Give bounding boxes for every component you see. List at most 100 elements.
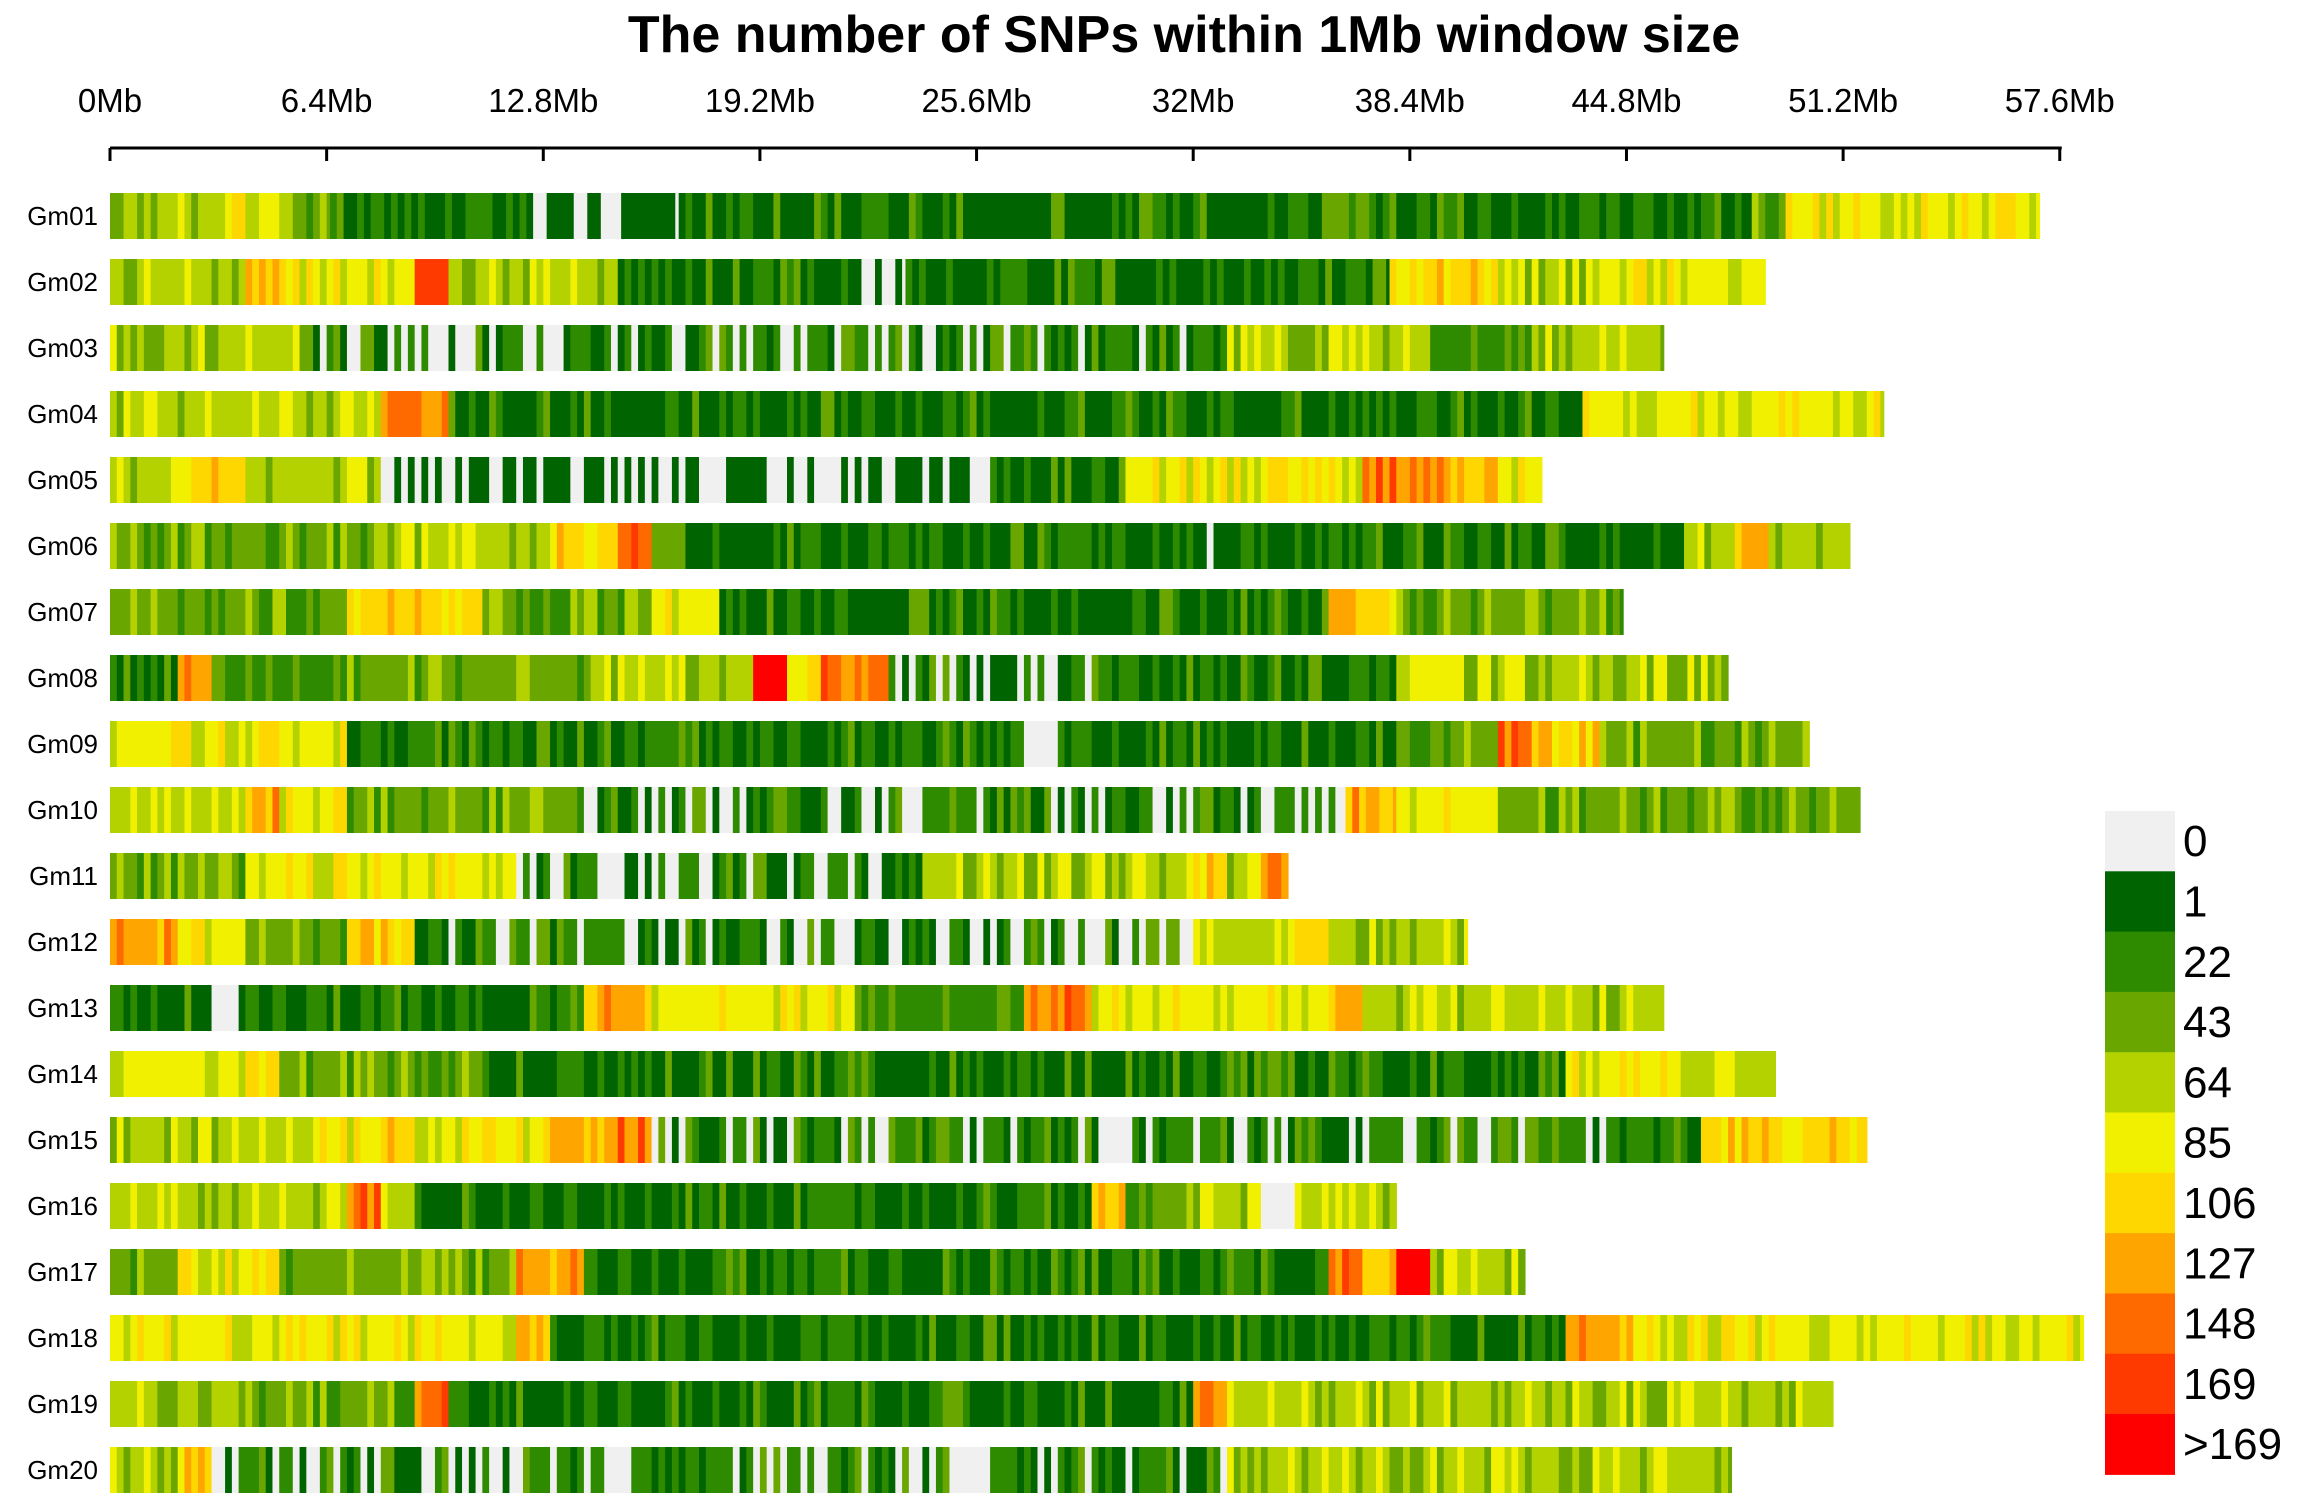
snp-window-cell	[1091, 853, 1100, 899]
snp-window-cell	[421, 1117, 429, 1163]
snp-window-cell	[1003, 919, 1012, 965]
snp-window-cell	[1375, 1447, 1384, 1493]
snp-window-cell	[489, 1447, 497, 1493]
snp-window-cell	[502, 391, 511, 437]
snp-window-cell	[847, 589, 856, 635]
snp-window-cell	[732, 1183, 741, 1229]
snp-window-cell	[787, 589, 795, 635]
snp-window-cell	[590, 589, 599, 635]
snp-window-cell	[671, 1249, 680, 1295]
snp-window-cell	[543, 1249, 551, 1295]
snp-window-cell	[286, 457, 294, 503]
snp-window-cell	[604, 1315, 612, 1361]
snp-window-cell	[1223, 259, 1232, 305]
snp-window-cell	[1281, 1447, 1289, 1493]
snp-window-cell	[726, 193, 734, 239]
snp-window-cell	[313, 655, 321, 701]
snp-window-cell	[1558, 787, 1567, 833]
snp-window-cell	[1064, 523, 1072, 569]
snp-window-cell	[1484, 787, 1492, 833]
snp-window-cell	[665, 1315, 673, 1361]
snp-window-cell	[1159, 853, 1167, 899]
snp-window-cell	[272, 985, 280, 1031]
snp-window-cell	[556, 457, 565, 503]
snp-window-cell	[1558, 1117, 1567, 1163]
snp-window-cell	[387, 1447, 395, 1493]
snp-window-cell	[868, 523, 876, 569]
snp-window-cell	[1023, 655, 1032, 701]
snp-window-cell	[1389, 1183, 1397, 1229]
snp-window-cell	[1328, 589, 1336, 635]
snp-window-cell	[279, 787, 287, 833]
snp-window-cell	[1105, 1381, 1113, 1427]
snp-window-cell	[394, 1315, 402, 1361]
snp-window-cell	[489, 853, 497, 899]
snp-window-cell	[353, 1249, 362, 1295]
snp-window-cell	[1074, 259, 1083, 305]
snp-window-cell	[617, 1249, 626, 1295]
snp-window-cell	[922, 1249, 930, 1295]
snp-window-cell	[407, 787, 416, 833]
snp-window-cell	[340, 1381, 348, 1427]
snp-window-cell	[780, 787, 788, 833]
snp-window-cell	[211, 1249, 219, 1295]
snp-window-cell	[556, 325, 565, 371]
snp-window-cell	[1389, 1315, 1397, 1361]
snp-window-cell	[1795, 1381, 1804, 1427]
snp-window-cell	[1233, 1249, 1242, 1295]
snp-window-cell	[340, 391, 348, 437]
snp-window-cell	[1071, 1315, 1079, 1361]
snp-window-cell	[888, 1447, 896, 1493]
snp-window-cell	[475, 1249, 483, 1295]
snp-window-cell	[1057, 1447, 1066, 1493]
snp-window-cell	[1694, 1315, 1702, 1361]
snp-window-cell	[1294, 1381, 1303, 1427]
snp-window-cell	[1071, 1051, 1079, 1097]
snp-window-cell	[1863, 1117, 1868, 1163]
snp-window-cell	[299, 1249, 307, 1295]
snp-window-cell	[414, 985, 423, 1031]
snp-window-cell	[976, 457, 984, 503]
snp-window-cell	[143, 655, 152, 701]
snp-window-cell	[773, 787, 781, 833]
snp-window-cell	[902, 1117, 910, 1163]
snp-window-cell	[841, 655, 849, 701]
snp-window-cell	[509, 1315, 517, 1361]
snp-window-cell	[1030, 853, 1039, 899]
snp-window-cell	[854, 259, 863, 305]
snp-window-cell	[462, 721, 470, 767]
snp-window-cell	[1839, 193, 1848, 239]
snp-window-cell	[604, 1183, 612, 1229]
snp-window-cell	[1457, 457, 1465, 503]
snp-window-cell	[658, 853, 666, 899]
snp-window-cell	[286, 1051, 294, 1097]
snp-window-cell	[407, 919, 416, 965]
snp-window-cell	[252, 1315, 260, 1361]
snp-window-cell	[387, 853, 395, 899]
snp-window-cell	[570, 1315, 578, 1361]
snp-window-cell	[868, 1051, 876, 1097]
snp-window-cell	[1220, 1447, 1228, 1493]
snp-window-cell	[698, 523, 707, 569]
snp-window-cell	[1105, 325, 1113, 371]
snp-window-cell	[1003, 325, 1012, 371]
snp-window-cell	[759, 259, 768, 305]
snp-window-cell	[1606, 1117, 1614, 1163]
snp-window-cell	[1030, 1249, 1039, 1295]
snp-window-cell	[468, 721, 477, 767]
snp-window-cell	[692, 1315, 700, 1361]
snp-window-cell	[1477, 457, 1485, 503]
snp-window-cell	[996, 457, 1005, 503]
snp-window-cell	[1545, 1051, 1553, 1097]
snp-window-cell	[1450, 1381, 1458, 1427]
snp-window-cell	[1274, 985, 1282, 1031]
snp-window-cell	[225, 589, 233, 635]
snp-window-cell	[116, 523, 125, 569]
snp-window-cell	[1396, 193, 1404, 239]
snp-window-cell	[807, 457, 815, 503]
snp-window-cell	[1443, 721, 1452, 767]
snp-window-cell	[651, 1249, 659, 1295]
snp-window-cell	[1409, 787, 1418, 833]
chart-title: The number of SNPs within 1Mb window siz…	[628, 6, 1740, 64]
snp-window-cell	[1599, 787, 1607, 833]
